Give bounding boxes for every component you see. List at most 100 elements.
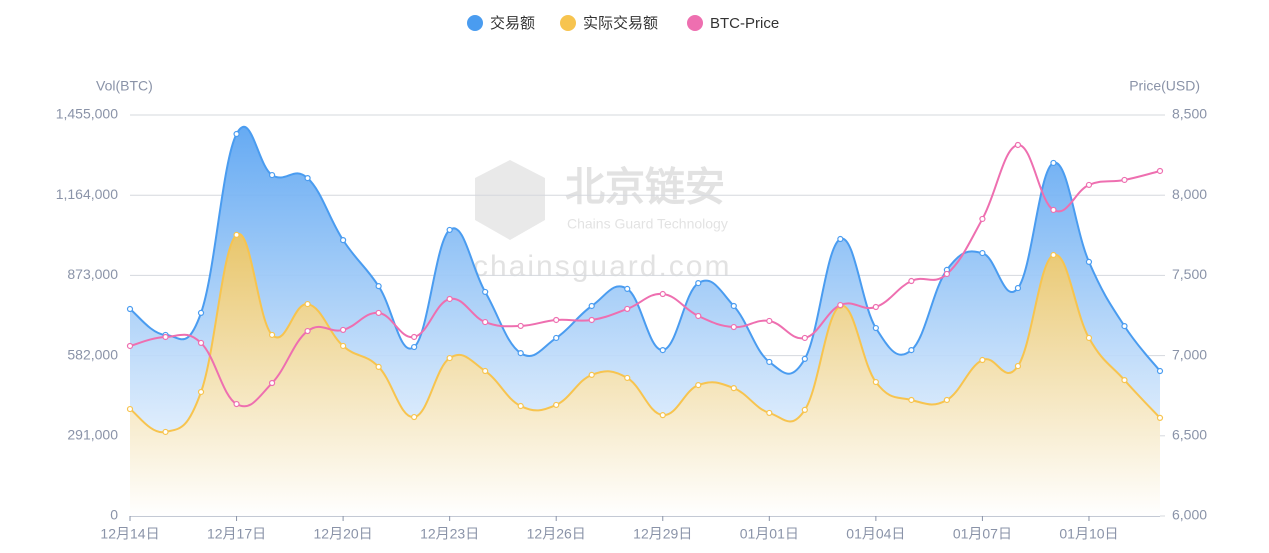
point bbox=[553, 334, 560, 342]
point bbox=[340, 326, 347, 334]
watermark-logo bbox=[475, 160, 545, 240]
watermark: 北京链安 Chains Guard Technology chainsguard… bbox=[473, 160, 729, 283]
y2-tick-label: 7,500 bbox=[1172, 266, 1207, 282]
point bbox=[126, 305, 134, 313]
point bbox=[482, 288, 489, 296]
watermark-subtitle: Chains Guard Technology bbox=[567, 216, 728, 232]
point bbox=[979, 215, 986, 223]
point bbox=[695, 280, 702, 287]
x-tick-label: 12月14日 bbox=[100, 526, 159, 542]
point bbox=[588, 371, 595, 378]
point bbox=[659, 346, 666, 354]
point bbox=[766, 409, 773, 417]
point bbox=[1121, 323, 1128, 330]
point bbox=[446, 226, 453, 234]
y2-tick-label: 6,000 bbox=[1172, 507, 1207, 523]
point bbox=[268, 331, 276, 339]
point bbox=[908, 346, 915, 354]
point bbox=[162, 428, 169, 436]
point bbox=[482, 367, 489, 375]
point bbox=[517, 402, 524, 410]
x-tick-label: 12月29日 bbox=[633, 526, 692, 542]
point bbox=[446, 354, 453, 362]
point bbox=[730, 323, 737, 331]
watermark-name: 北京链安 bbox=[565, 166, 725, 210]
point bbox=[1156, 367, 1164, 375]
point bbox=[482, 318, 489, 326]
point bbox=[943, 396, 950, 404]
line bbox=[129, 233, 1161, 434]
point bbox=[908, 396, 915, 404]
point bbox=[553, 316, 560, 324]
point bbox=[730, 302, 737, 310]
point bbox=[197, 388, 205, 396]
point bbox=[517, 350, 524, 357]
point bbox=[553, 401, 560, 409]
point bbox=[375, 309, 382, 317]
point bbox=[446, 295, 453, 303]
point bbox=[1156, 167, 1164, 175]
point bbox=[1050, 251, 1057, 259]
point bbox=[624, 374, 631, 382]
point bbox=[304, 175, 311, 182]
point bbox=[233, 400, 240, 408]
point bbox=[979, 356, 986, 364]
y-tick-label: 582,000 bbox=[67, 346, 118, 362]
point bbox=[197, 339, 205, 347]
point bbox=[1085, 181, 1093, 189]
point bbox=[304, 327, 311, 335]
point bbox=[908, 277, 915, 285]
line bbox=[129, 125, 1161, 375]
legend-label: BTC-Price bbox=[710, 15, 779, 32]
point bbox=[375, 363, 382, 370]
point bbox=[197, 309, 205, 316]
point bbox=[979, 249, 986, 257]
y-axis-title: Vol(BTC) bbox=[96, 78, 153, 94]
areas bbox=[130, 126, 1160, 517]
point bbox=[340, 237, 347, 244]
point bbox=[695, 381, 702, 389]
point bbox=[411, 343, 418, 351]
point bbox=[1085, 258, 1093, 265]
point bbox=[801, 334, 808, 342]
point bbox=[268, 171, 276, 179]
x-tick-label: 12月23日 bbox=[420, 526, 479, 542]
legend-marker bbox=[467, 15, 483, 31]
point bbox=[233, 231, 240, 238]
point bbox=[375, 283, 382, 290]
point bbox=[1050, 206, 1057, 214]
point bbox=[126, 405, 134, 413]
x-tick-label: 01月01日 bbox=[740, 526, 799, 542]
legend-label: 实际交易额 bbox=[583, 14, 658, 32]
point bbox=[766, 358, 773, 366]
point bbox=[340, 342, 347, 350]
markers bbox=[126, 130, 1164, 436]
y-tick-label: 1,164,000 bbox=[56, 186, 118, 202]
point bbox=[1014, 141, 1022, 149]
point bbox=[1085, 334, 1093, 342]
point bbox=[872, 303, 879, 311]
y2-tick-label: 6,500 bbox=[1172, 427, 1207, 443]
point bbox=[943, 270, 950, 278]
point bbox=[411, 333, 418, 341]
x-tick-label: 12月20日 bbox=[314, 526, 373, 542]
point bbox=[624, 285, 631, 293]
point bbox=[872, 378, 879, 386]
point bbox=[126, 342, 134, 350]
point bbox=[517, 322, 524, 330]
point bbox=[162, 333, 169, 341]
point bbox=[588, 316, 595, 324]
y-tick-label: 873,000 bbox=[67, 266, 118, 282]
point bbox=[624, 305, 631, 313]
point bbox=[1050, 159, 1057, 167]
x-tick-label: 01月04日 bbox=[846, 526, 905, 542]
point bbox=[1121, 377, 1128, 384]
y-tick-label: 291,000 bbox=[67, 427, 118, 443]
point bbox=[1014, 284, 1022, 292]
point bbox=[801, 355, 808, 363]
y2-tick-label: 8,500 bbox=[1172, 106, 1207, 122]
point bbox=[766, 317, 773, 325]
y2-tick-label: 8,000 bbox=[1172, 186, 1207, 202]
point bbox=[233, 130, 240, 138]
